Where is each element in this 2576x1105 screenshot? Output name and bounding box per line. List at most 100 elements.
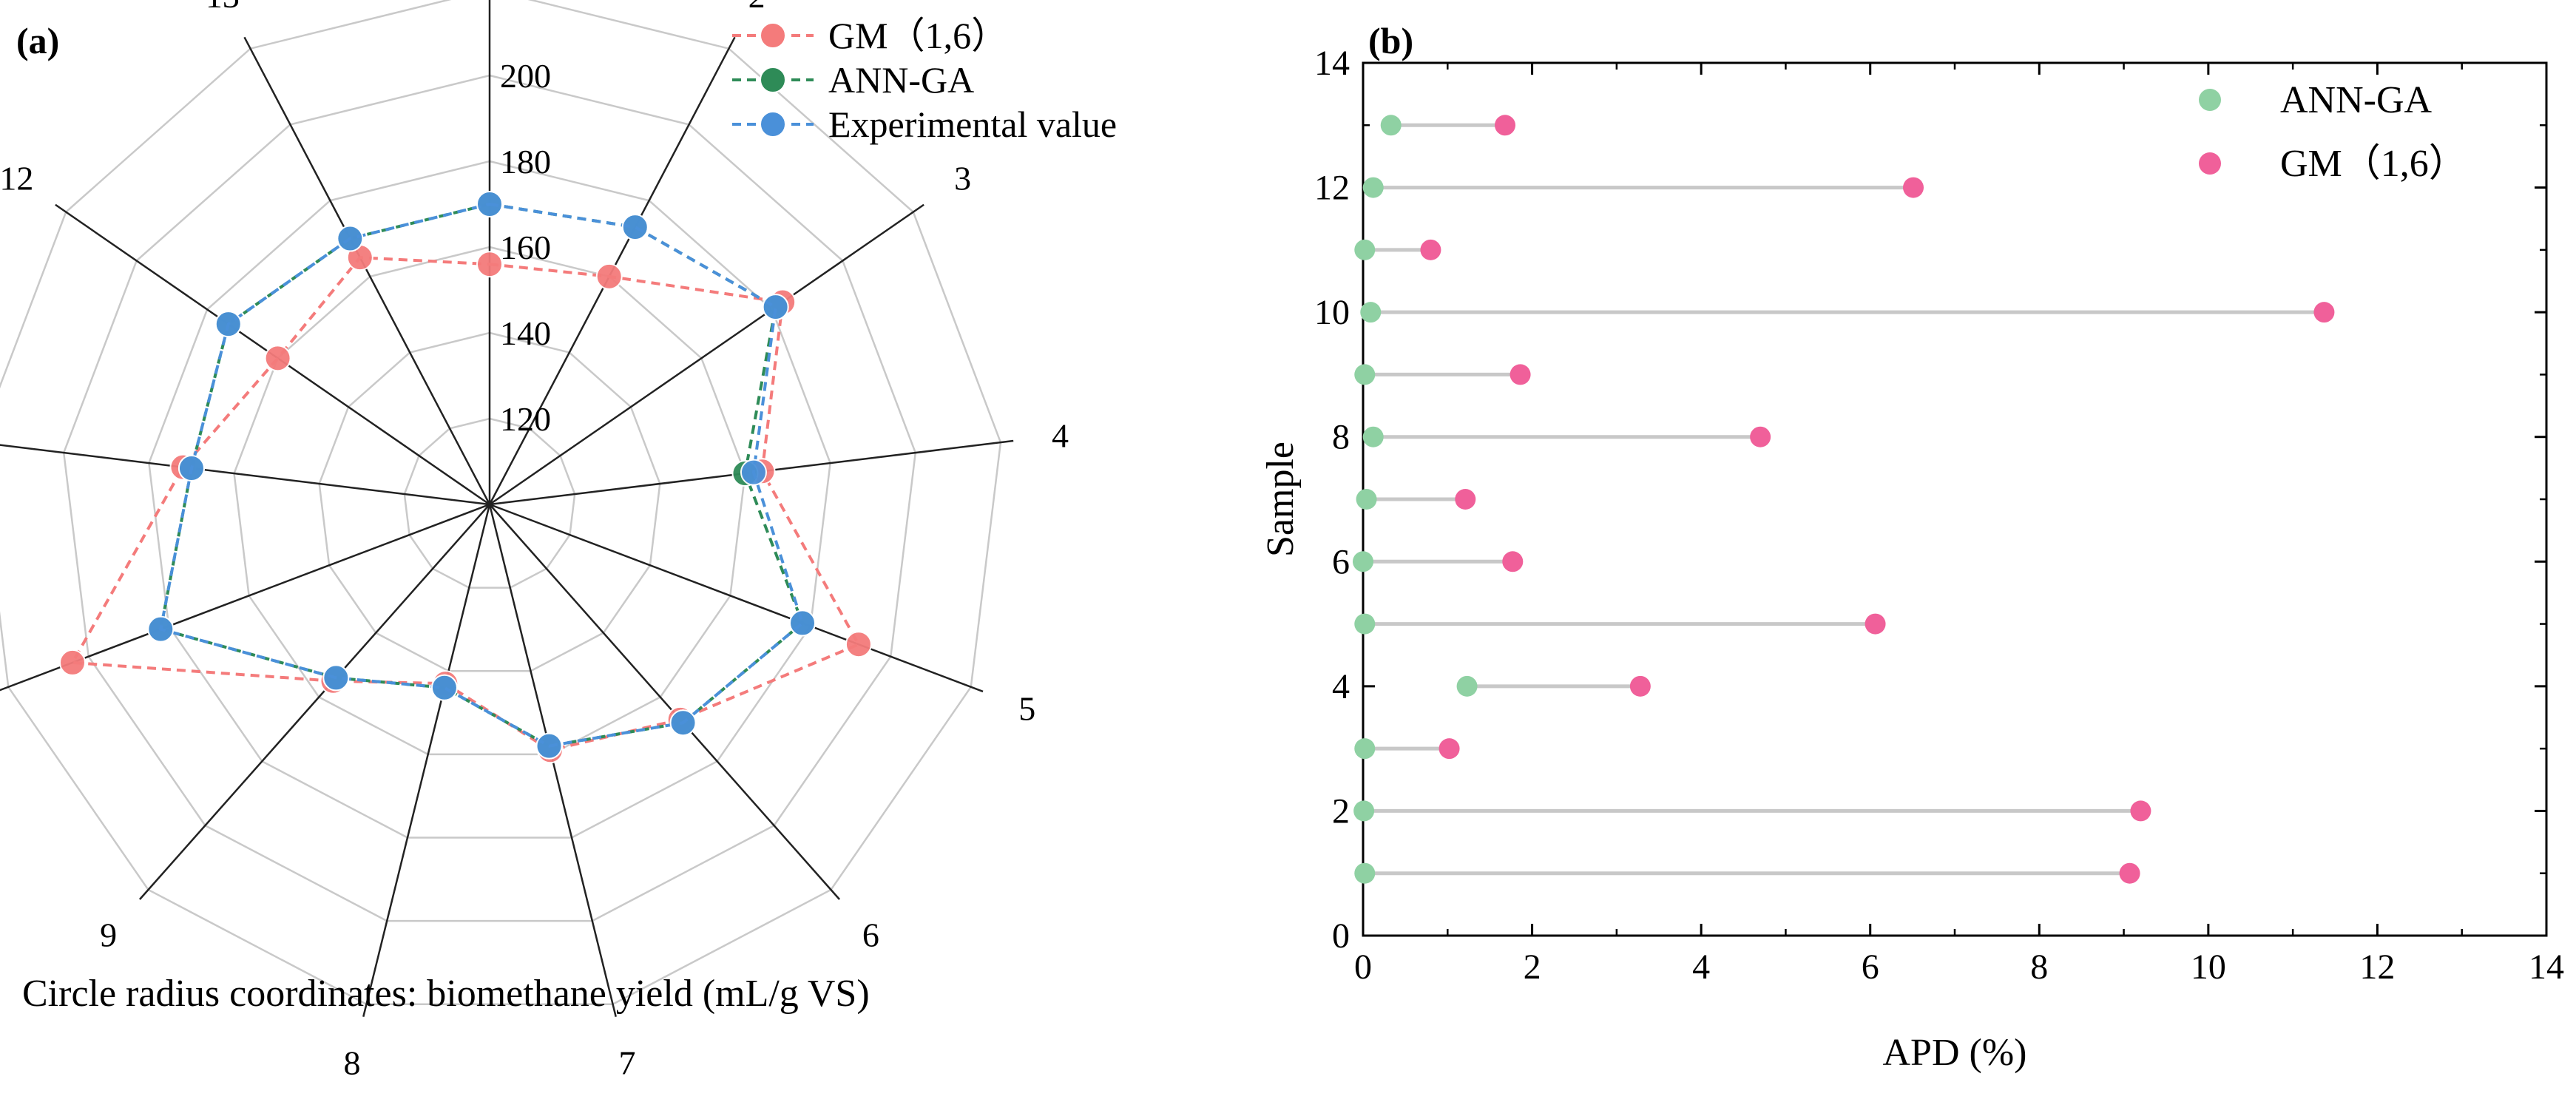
radar-spoke [0,444,490,506]
radar-category-label: 13 [206,0,240,15]
radar-legend-marker [760,111,786,138]
gm-dot [1510,364,1531,385]
radar-radial-tick-label: 160 [500,229,551,266]
radar-radial-tick-label: 140 [500,314,551,352]
radar-spoke [489,503,984,693]
radar-point [214,311,242,338]
ann-ga-dot [1456,675,1478,697]
radar-radial-tick-label: 180 [500,143,551,180]
radar-point [476,251,503,278]
radar-category-label: 12 [0,160,33,197]
lollipop-legend-label: GM（1,6） [2280,143,2467,185]
x-axis-label: APD (%) [1883,1032,2027,1074]
radar-category-label: 4 [1052,416,1069,454]
radar-grid-ring [233,246,746,756]
x-tick-label: 10 [2191,947,2226,987]
lollipop-legend-label: ANN-GA [2280,79,2433,121]
radar-point [621,214,649,241]
y-tick-label: 8 [1332,418,1350,457]
gm-dot [1629,675,1651,697]
ann-ga-dot [1360,302,1382,323]
radar-grid-ring [62,74,917,922]
gm-dot [2119,862,2140,884]
y-tick-label: 10 [1314,293,1350,332]
radar-category-label: 5 [1018,690,1035,728]
ann-ga-dot [1362,177,1384,198]
radar-spoke [489,203,924,506]
radar-point [322,664,350,692]
radar-point [595,263,623,290]
radar-spoke [362,504,491,1017]
radar-point [762,294,789,321]
radar-legend-label: GM（1,6） [828,15,1008,56]
y-tick-label: 12 [1314,169,1350,208]
y-tick-label: 2 [1332,791,1350,831]
radar-chart: 12345678910111213120140160180200GM（1,6）A… [0,0,1117,1082]
radar-category-label: 3 [954,160,971,197]
ann-ga-dot [1354,239,1376,260]
gm-dot [1455,489,1476,510]
radar-legend-marker [760,67,786,93]
radar-category-label: 6 [862,916,879,954]
radar-radial-tick-label: 200 [500,57,551,95]
radar-point [178,455,205,482]
radar-caption: Circle radius coordinates: biomethane yi… [22,973,870,1015]
panel-label-b: (b) [1368,20,1413,61]
gm-dot [1502,551,1524,572]
radar-point [669,709,697,737]
x-tick-label: 2 [1524,947,1541,987]
radar-legend-label: ANN-GA [828,59,974,101]
panel-label-a: (a) [16,20,59,61]
y-axis-label: Sample [1260,442,1302,557]
radar-grid-ring [0,0,1002,1006]
ann-ga-dot [1354,364,1376,385]
radar-grid-ring [403,417,576,589]
lollipop-chart: 0 2 4 6 8 10 12 14 0 2 4 6 8 10 12 14 APD (%) Sample ANN-G… [1260,44,2564,1074]
radar-series-line [158,202,805,748]
radar-point [535,732,563,760]
gm-dot [1903,177,1924,198]
radar-point [740,459,767,486]
radar-category-label: 2 [748,0,765,15]
radar-point [58,649,86,676]
radar-point [337,225,364,252]
radar-point [845,631,872,658]
x-tick-label: 4 [1692,947,1710,987]
radar-category-label: 9 [100,916,117,954]
ann-ga-dot [1353,800,1375,822]
radar-series-line [158,202,805,748]
gm-dot [1495,115,1515,136]
x-tick-label: 8 [2030,947,2048,987]
x-tick-label: 14 [2529,947,2564,987]
lollipop-legend-marker [2199,152,2221,175]
gm-dot [1420,239,1441,260]
ann-ga-dot [1354,738,1376,760]
radar-spoke [138,504,490,900]
radar-category-label: 7 [618,1044,635,1082]
radar-point [147,615,175,643]
y-tick-label: 6 [1332,542,1350,581]
radar-legend-label: Experimental value [828,104,1117,145]
ann-ga-dot [1362,426,1384,447]
gm-dot [1865,613,1886,635]
y-tick-label: 14 [1314,44,1350,83]
gm-dot [2313,302,2335,323]
plot-frame [1362,61,2548,937]
radar-legend-marker [760,22,786,49]
gm-dot [1750,426,1771,447]
radar-point [430,674,458,701]
radar-radial-tick-label: 120 [500,400,551,438]
x-tick-label: 6 [1862,947,1879,987]
x-tick-label: 12 [2359,947,2395,987]
gm-dot [1439,738,1460,760]
gm-dot [2130,800,2151,822]
radar-spoke [243,36,491,505]
radar-grid-ring [318,331,661,672]
ann-ga-dot [1380,115,1402,136]
y-tick-label: 0 [1332,916,1350,956]
radar-grid-ring [148,160,831,839]
radar-point [264,345,291,372]
ann-ga-dot [1354,613,1376,635]
ann-ga-dot [1354,862,1376,884]
